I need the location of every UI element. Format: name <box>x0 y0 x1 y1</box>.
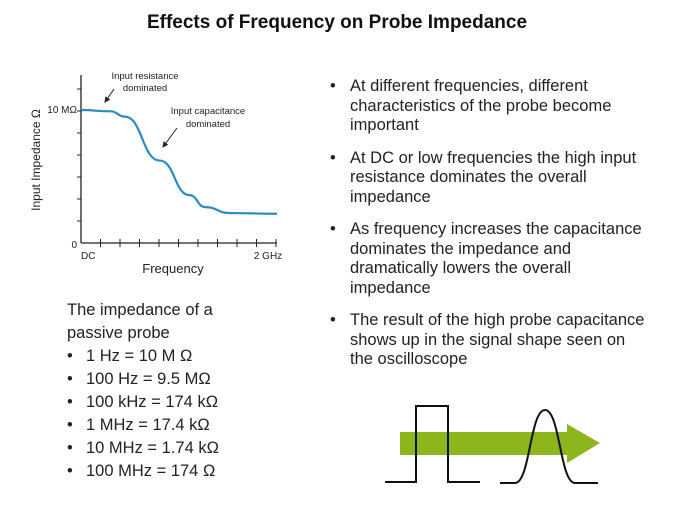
impedance-item: 100 kHz = 174 kΩ <box>67 391 257 414</box>
bullet: At DC or low frequencies the high input … <box>330 149 650 208</box>
annotation-arrow-resistance <box>104 88 115 103</box>
annotation-capacitance-line2: dominated <box>186 119 230 130</box>
impedance-item: 100 Hz = 9.5 MΩ <box>67 368 257 391</box>
impedance-item: 1 MHz = 17.4 kΩ <box>67 414 257 437</box>
rounded-pulse-icon <box>500 408 598 484</box>
x-tick-end: 2 GHz <box>254 251 282 262</box>
slide-title: Effects of Frequency on Probe Impedance <box>146 12 528 33</box>
y-axis-label: Input Impedance Ω <box>29 109 43 211</box>
bullet: The result of the high probe capacitance… <box>330 311 650 370</box>
annotation-resistance-line2: dominated <box>123 83 167 94</box>
annotation-arrow-capacitance <box>162 127 178 148</box>
impedance-item: 1 Hz = 10 M Ω <box>67 345 257 368</box>
bullet: At different frequencies, different char… <box>330 77 650 136</box>
x-tick-start: DC <box>81 251 95 262</box>
impedance-heading: The impedance of a passive probe <box>67 301 213 342</box>
y-tick-zero: 0 <box>71 240 77 251</box>
bullet: As frequency increases the capacitance d… <box>330 220 650 298</box>
impedance-item: 100 MHz = 174 Ω <box>67 460 257 483</box>
impedance-item: 10 MHz = 1.74 kΩ <box>67 437 257 460</box>
green-arrow-icon <box>400 424 600 463</box>
annotation-resistance-line1: Input resistance <box>111 71 178 82</box>
impedance-values: The impedance of a passive probe 1 Hz = … <box>67 299 257 483</box>
impedance-curve <box>80 108 278 215</box>
axis-ticks <box>77 88 277 247</box>
annotation-capacitance-line1: Input capacitance <box>171 106 245 117</box>
x-axis-label: Frequency <box>142 261 204 276</box>
square-pulse-icon <box>385 405 480 483</box>
y-tick-top: 10 MΩ <box>47 105 77 116</box>
explanation-bullets: At different frequencies, different char… <box>330 77 650 383</box>
